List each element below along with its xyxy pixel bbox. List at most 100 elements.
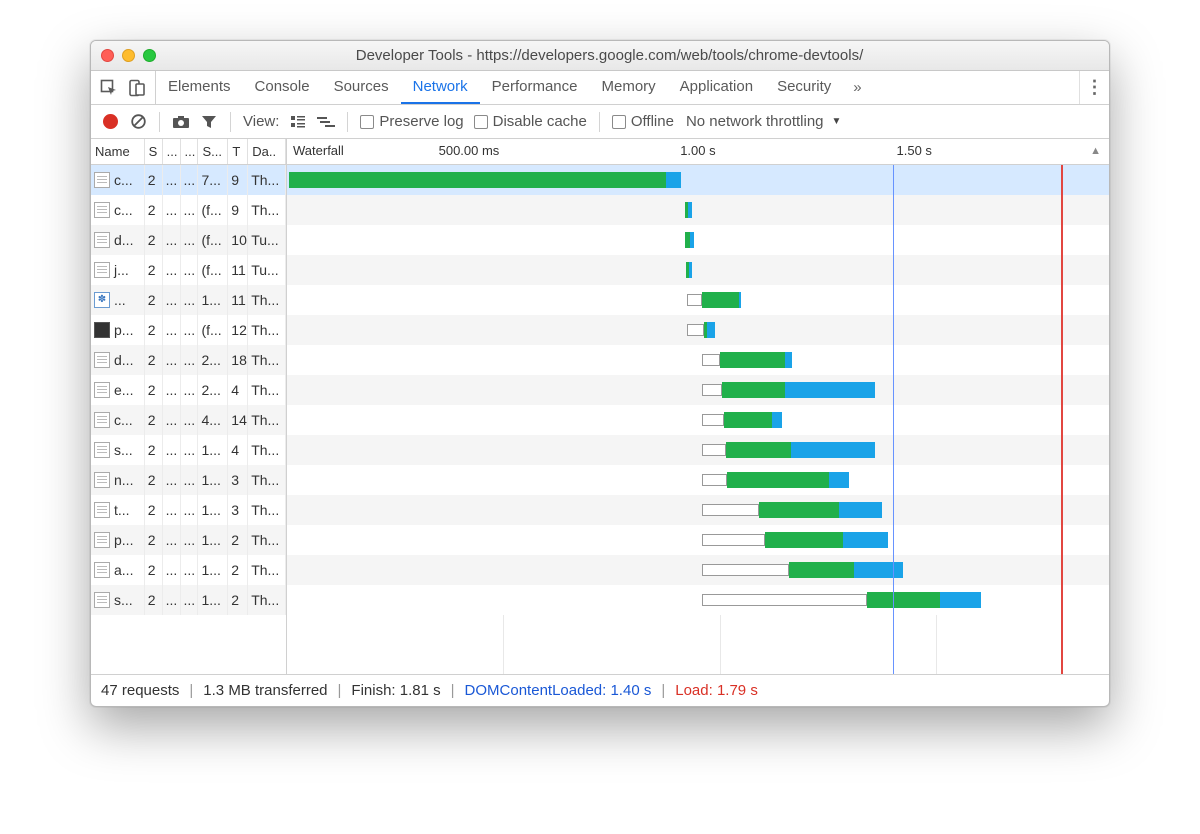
column-header[interactable]: Name — [91, 139, 145, 164]
cell: 9 — [228, 165, 248, 195]
cell: Th... — [248, 315, 286, 345]
cell: 11 — [228, 285, 248, 315]
throttling-dropdown[interactable]: No network throttling ▼ — [680, 113, 847, 130]
column-header[interactable]: T — [228, 139, 248, 164]
waterfall-row[interactable] — [287, 345, 1109, 375]
waterfall-row[interactable] — [287, 435, 1109, 465]
request-row[interactable]: ...2......1...11Th... — [91, 285, 286, 315]
request-row[interactable]: c...2......7...9Th... — [91, 165, 286, 195]
cell: Th... — [248, 435, 286, 465]
cell: 2 — [145, 285, 163, 315]
cell: ... — [163, 555, 181, 585]
cell: Th... — [248, 405, 286, 435]
request-row[interactable]: s...2......1...2Th... — [91, 585, 286, 615]
capture-screenshot-icon[interactable] — [168, 109, 194, 135]
tab-sources[interactable]: Sources — [322, 71, 401, 104]
timing-content-bar — [772, 412, 783, 428]
request-row[interactable]: s...2......1...4Th... — [91, 435, 286, 465]
request-row[interactable]: p...2......1...2Th... — [91, 525, 286, 555]
waterfall-row[interactable] — [287, 225, 1109, 255]
inspect-element-icon[interactable] — [95, 79, 123, 97]
request-row[interactable]: p...2......(f...12Th... — [91, 315, 286, 345]
waterfall-row[interactable] — [287, 255, 1109, 285]
timing-download-bar — [867, 592, 941, 608]
cell: ... — [163, 315, 181, 345]
cell: ... — [181, 225, 199, 255]
document-icon — [94, 382, 110, 398]
cell: ... — [163, 495, 181, 525]
cell: c... — [91, 195, 145, 225]
timing-download-bar — [765, 532, 843, 548]
record-button[interactable] — [97, 109, 123, 135]
column-header[interactable]: S... — [198, 139, 228, 164]
clear-button[interactable] — [125, 109, 151, 135]
cell: 9 — [228, 195, 248, 225]
tab-elements[interactable]: Elements — [156, 71, 243, 104]
overview-icon[interactable] — [313, 109, 339, 135]
request-row[interactable]: e...2......2...4Th... — [91, 375, 286, 405]
cell: 1... — [198, 525, 228, 555]
waterfall-row[interactable] — [287, 285, 1109, 315]
request-row[interactable]: d...2......(f...10Tu... — [91, 225, 286, 255]
tab-application[interactable]: Application — [668, 71, 765, 104]
overflow-tabs-button[interactable]: » — [843, 71, 871, 104]
waterfall-row[interactable] — [287, 465, 1109, 495]
tab-performance[interactable]: Performance — [480, 71, 590, 104]
request-row[interactable]: d...2......2...18Th... — [91, 345, 286, 375]
close-window-button[interactable] — [101, 49, 114, 62]
tab-console[interactable]: Console — [243, 71, 322, 104]
request-row[interactable]: j...2......(f...11Tu... — [91, 255, 286, 285]
load-line — [1061, 165, 1063, 674]
preserve-log-checkbox[interactable]: Preserve log — [356, 113, 467, 130]
waterfall-row[interactable] — [287, 555, 1109, 585]
waterfall-row[interactable] — [287, 495, 1109, 525]
tab-security[interactable]: Security — [765, 71, 843, 104]
column-header[interactable]: ... — [181, 139, 199, 164]
request-row[interactable]: n...2......1...3Th... — [91, 465, 286, 495]
disable-cache-checkbox[interactable]: Disable cache — [470, 113, 591, 130]
timing-content-bar — [666, 172, 681, 188]
column-header[interactable]: S — [145, 139, 163, 164]
waterfall-header[interactable]: Waterfall ▲ 500.00 ms1.00 s1.50 s — [287, 139, 1109, 165]
waterfall-row[interactable] — [287, 315, 1109, 345]
zoom-window-button[interactable] — [143, 49, 156, 62]
cell: 3 — [228, 465, 248, 495]
cell: 1... — [198, 555, 228, 585]
cell: 3 — [228, 495, 248, 525]
settings-menu-button[interactable]: ⋮ — [1079, 71, 1109, 104]
tab-memory[interactable]: Memory — [590, 71, 668, 104]
column-header[interactable]: ... — [163, 139, 181, 164]
waterfall-row[interactable] — [287, 525, 1109, 555]
waterfall-row[interactable] — [287, 195, 1109, 225]
filter-icon[interactable] — [196, 109, 222, 135]
timing-download-bar — [789, 562, 854, 578]
cell: 2 — [145, 405, 163, 435]
cell: ... — [163, 405, 181, 435]
cell: ... — [163, 465, 181, 495]
large-rows-icon[interactable] — [285, 109, 311, 135]
request-row[interactable]: c...2......4...14Th... — [91, 405, 286, 435]
column-header[interactable]: Da.. — [248, 139, 286, 164]
offline-label: Offline — [631, 113, 674, 130]
waterfall-row[interactable] — [287, 165, 1109, 195]
timing-wait-bar — [687, 294, 702, 306]
document-icon — [94, 412, 110, 428]
waterfall-body[interactable] — [287, 165, 1109, 674]
devtools-window: Developer Tools - https://developers.goo… — [90, 40, 1110, 707]
waterfall-row[interactable] — [287, 585, 1109, 615]
waterfall-row[interactable] — [287, 375, 1109, 405]
device-toolbar-icon[interactable] — [123, 79, 151, 97]
tab-network[interactable]: Network — [401, 71, 480, 104]
waterfall-row[interactable] — [287, 405, 1109, 435]
timing-download-bar — [759, 502, 839, 518]
request-row[interactable]: c...2......(f...9Th... — [91, 195, 286, 225]
offline-checkbox[interactable]: Offline — [608, 113, 678, 130]
request-row[interactable]: a...2......1...2Th... — [91, 555, 286, 585]
cell: n... — [91, 465, 145, 495]
request-row[interactable]: t...2......1...3Th... — [91, 495, 286, 525]
view-label: View: — [239, 113, 283, 130]
cell: c... — [91, 165, 145, 195]
status-requests: 47 requests — [101, 682, 179, 699]
cell: ... — [181, 405, 199, 435]
minimize-window-button[interactable] — [122, 49, 135, 62]
